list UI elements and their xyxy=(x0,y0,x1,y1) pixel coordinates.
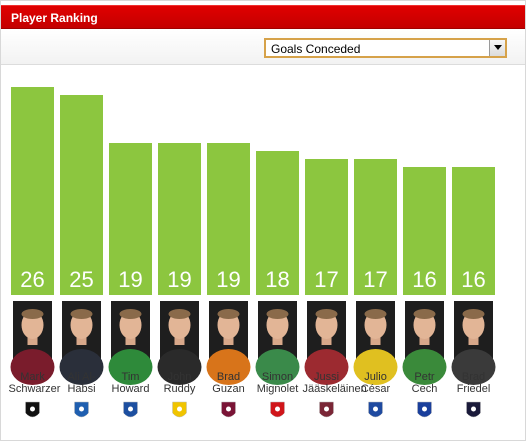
bar-value-label: 19 xyxy=(216,267,240,292)
bar-value-label: 17 xyxy=(314,267,338,292)
crest-emblem xyxy=(373,406,378,412)
photo-neck xyxy=(27,335,38,345)
player-photo xyxy=(402,301,447,385)
photo-hair xyxy=(364,309,387,319)
crest-emblem xyxy=(226,406,231,412)
aston-villa-crest-icon xyxy=(221,401,236,418)
player-name-label: Jussi Jääskeläinen xyxy=(302,371,367,395)
photo-shirt xyxy=(10,349,55,385)
crest-emblem xyxy=(324,406,329,412)
fulham-crest-icon xyxy=(25,401,40,418)
everton-crest-icon xyxy=(123,401,138,418)
widget-title: Player Ranking xyxy=(11,11,98,25)
photo-shirt xyxy=(59,349,104,385)
wigan-crest-icon xyxy=(74,401,89,418)
bar xyxy=(354,159,397,295)
bar xyxy=(403,167,446,295)
crest-emblem xyxy=(471,406,476,412)
bar xyxy=(207,143,250,295)
metric-select[interactable]: Goals Conceded xyxy=(264,38,507,58)
chevron-down-icon[interactable] xyxy=(489,40,505,56)
photo-hair xyxy=(21,309,44,319)
photo-neck xyxy=(419,335,430,345)
crest-emblem xyxy=(79,406,84,412)
crest-emblem xyxy=(177,406,182,412)
photo-neck xyxy=(272,335,283,345)
player-name-label: John Ruddy xyxy=(163,371,196,395)
photo-shirt xyxy=(157,349,202,385)
photo-hair xyxy=(462,309,485,319)
photo-hair xyxy=(315,309,338,319)
photo-hair xyxy=(70,309,93,319)
bar xyxy=(109,143,152,295)
bar xyxy=(452,167,495,295)
player-name-label: Simon Mignolet xyxy=(256,371,299,395)
toolbar: Goals Conceded xyxy=(1,30,525,65)
player-photo xyxy=(10,301,55,385)
photo-neck xyxy=(468,335,479,345)
bar xyxy=(305,159,348,295)
bar-value-label: 19 xyxy=(118,267,142,292)
photo-shirt xyxy=(108,349,153,385)
photo-neck xyxy=(125,335,136,345)
player-name-label: Mark Schwarzer xyxy=(8,371,61,395)
bar-value-label: 19 xyxy=(167,267,191,292)
bar-value-label: 16 xyxy=(412,267,436,292)
metric-select-value: Goals Conceded xyxy=(271,42,361,56)
sunderland-crest-icon xyxy=(270,401,285,418)
player-photo xyxy=(108,301,153,385)
photo-neck xyxy=(174,335,185,345)
player-photo xyxy=(255,301,300,385)
bar xyxy=(60,95,103,295)
bar xyxy=(256,151,299,295)
player-name-label: Brad Friedel xyxy=(456,371,491,395)
bar-value-label: 25 xyxy=(69,267,93,292)
player-name-label: Julio César xyxy=(360,371,391,395)
player-name-label: Ali Al- Habsi xyxy=(67,371,96,395)
photo-shirt xyxy=(304,349,349,385)
photo-hair xyxy=(217,309,240,319)
player-name-label: Tim Howard xyxy=(111,371,150,395)
header-bar: Player Ranking xyxy=(1,5,525,29)
bar-value-label: 18 xyxy=(265,267,289,292)
bar-value-label: 16 xyxy=(461,267,485,292)
photo-hair xyxy=(413,309,436,319)
photo-shirt xyxy=(451,349,496,385)
photo-neck xyxy=(370,335,381,345)
photo-shirt xyxy=(255,349,300,385)
photo-neck xyxy=(321,335,332,345)
player-name-label: Petr Cech xyxy=(411,371,438,395)
photo-shirt xyxy=(402,349,447,385)
west-ham-crest-icon xyxy=(319,401,334,418)
crest-emblem xyxy=(128,406,133,412)
photo-hair xyxy=(119,309,142,319)
crest-emblem xyxy=(275,406,280,412)
photo-shirt xyxy=(206,349,251,385)
player-photo xyxy=(206,301,251,385)
player-name-label: Brad Guzan xyxy=(212,371,245,395)
photo-hair xyxy=(168,309,191,319)
photo-shirt xyxy=(353,349,398,385)
crest-emblem xyxy=(30,406,35,412)
qpr-crest-icon xyxy=(368,401,383,418)
player-photo xyxy=(59,301,104,385)
photo-neck xyxy=(223,335,234,345)
bar-value-label: 26 xyxy=(20,267,44,292)
player-photo xyxy=(353,301,398,385)
chelsea-crest-icon xyxy=(417,401,432,418)
photo-hair xyxy=(266,309,289,319)
tottenham-crest-icon xyxy=(466,401,481,418)
photo-neck xyxy=(76,335,87,345)
player-photo xyxy=(451,301,496,385)
player-photo xyxy=(157,301,202,385)
norwich-crest-icon xyxy=(172,401,187,418)
bar xyxy=(11,87,54,295)
bar xyxy=(158,143,201,295)
player-photo xyxy=(304,301,349,385)
bar-value-label: 17 xyxy=(363,267,387,292)
crest-emblem xyxy=(422,406,427,412)
